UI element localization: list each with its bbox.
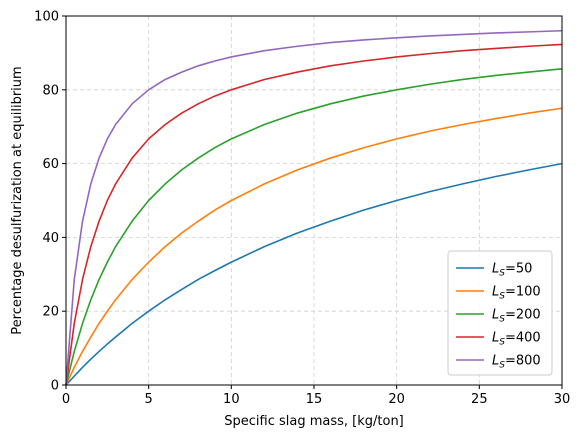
series-line xyxy=(65,43,563,386)
x-tick-label: 15 xyxy=(306,392,323,407)
x-tick-label: 20 xyxy=(388,392,405,407)
legend-label: LS=800 xyxy=(492,354,541,371)
y-axis-ticks: 0 20 40 60 80 100 xyxy=(34,10,66,394)
legend-box xyxy=(447,250,553,376)
y-tick-label: 0 xyxy=(51,379,59,394)
x-axis-ticks: 0 5 10 15 20 25 30 xyxy=(62,385,570,407)
legend-label: LS=100 xyxy=(492,285,541,302)
x-tick-label: 30 xyxy=(554,392,571,407)
x-tick-label: 0 xyxy=(62,392,70,407)
series-line xyxy=(65,67,563,386)
y-tick-label: 60 xyxy=(42,157,59,172)
y-tick-label: 40 xyxy=(42,231,59,246)
legend-label: LS=50 xyxy=(492,262,532,279)
y-tick-label: 100 xyxy=(34,10,59,25)
series-line xyxy=(65,162,563,386)
legend: LS=50 LS=100 LS=200 LS=400 LS=800 xyxy=(447,250,553,376)
y-tick-label: 80 xyxy=(42,83,59,98)
series-line xyxy=(65,107,563,386)
x-tick-label: 5 xyxy=(145,392,153,407)
legend-label: LS=200 xyxy=(492,308,541,325)
x-axis-label: Specific slag mass, [kg/ton] xyxy=(224,414,404,429)
series-line xyxy=(65,29,563,386)
legend-label: LS=400 xyxy=(492,331,541,348)
y-tick-label: 20 xyxy=(42,305,59,320)
x-tick-label: 25 xyxy=(471,392,488,407)
x-tick-label: 10 xyxy=(223,392,240,407)
y-axis-label: Percentage desulfurization at equilibriu… xyxy=(10,66,25,334)
series-lines xyxy=(65,29,563,386)
